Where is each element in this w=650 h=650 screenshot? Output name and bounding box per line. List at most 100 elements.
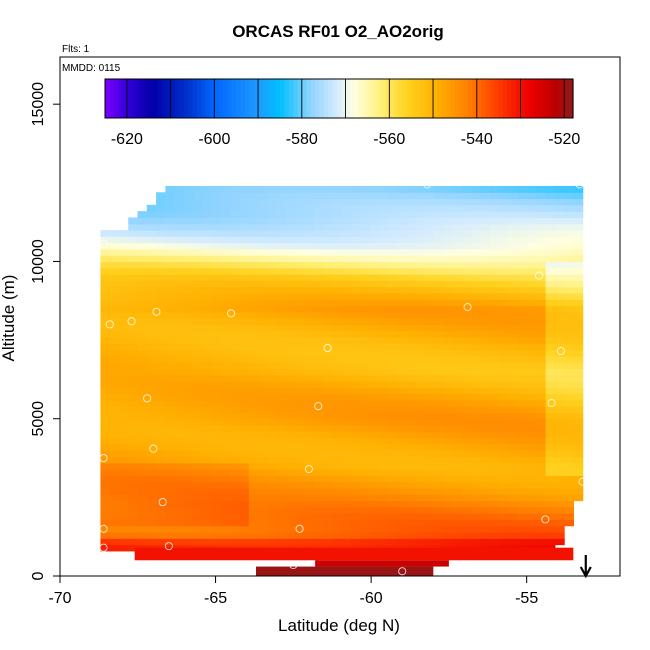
heatmap-cell <box>443 318 454 325</box>
heatmap-cell <box>332 267 343 275</box>
heatmap-cell <box>174 481 185 489</box>
heatmap-cell <box>211 374 222 382</box>
heatmap-cell <box>517 450 528 458</box>
heatmap-cell <box>230 286 241 294</box>
heatmap-cell <box>146 412 157 420</box>
heatmap-cell <box>128 374 139 382</box>
heatmap-cell <box>109 450 120 458</box>
heatmap-cell <box>517 267 528 275</box>
heatmap-cell <box>267 274 278 281</box>
heatmap-cell <box>564 274 574 281</box>
heatmap-cell <box>434 412 445 420</box>
heatmap-cell <box>425 374 435 382</box>
heatmap-cell <box>517 292 528 300</box>
heatmap-cell <box>341 462 352 470</box>
heatmap-cell <box>406 255 417 263</box>
heatmap-cell <box>378 230 389 237</box>
heatmap-cell <box>415 431 426 439</box>
heatmap-cell <box>452 487 463 495</box>
heatmap-cell <box>489 456 500 464</box>
heatmap-cell <box>471 443 482 451</box>
heatmap-cell <box>267 399 278 407</box>
heatmap-cell <box>387 198 398 206</box>
heatmap-cell <box>100 299 111 307</box>
heatmap-cell <box>406 286 417 294</box>
heatmap-cell <box>415 487 426 495</box>
heatmap-cell <box>183 450 194 458</box>
heatmap-cell <box>258 280 268 288</box>
heatmap-cell <box>341 292 352 300</box>
heatmap-cell <box>267 217 278 225</box>
heatmap-cell <box>517 204 528 212</box>
heatmap-cell <box>100 336 111 344</box>
heatmap-cell <box>285 519 296 527</box>
heatmap-cell <box>443 349 454 357</box>
heatmap-cell <box>387 425 398 432</box>
heatmap-cell <box>369 267 380 275</box>
heatmap-cell <box>313 280 324 288</box>
heatmap-cell <box>202 230 213 237</box>
flight-point <box>149 444 158 453</box>
heatmap-cell <box>443 211 454 219</box>
heatmap-cell <box>258 425 268 432</box>
heatmap-cell <box>471 399 482 407</box>
heatmap-cell <box>258 236 268 244</box>
heatmap-cell <box>165 292 176 300</box>
heatmap-cell <box>156 393 166 401</box>
heatmap-cell <box>146 330 157 338</box>
heatmap-cell <box>508 519 519 527</box>
heatmap-cell <box>415 362 426 369</box>
heatmap-cell <box>323 443 333 451</box>
heatmap-cell <box>267 437 278 445</box>
heatmap-cell <box>165 431 176 439</box>
heatmap-cell <box>109 255 120 263</box>
heatmap-cell <box>517 387 528 395</box>
heatmap-cell <box>378 217 389 225</box>
colorbar-segment <box>441 79 447 118</box>
heatmap-cell <box>471 462 482 470</box>
heatmap-cell <box>489 519 500 527</box>
heatmap-cell <box>545 255 556 263</box>
heatmap-cell <box>183 185 194 193</box>
colorbar-segment <box>489 79 495 118</box>
heatmap-cell <box>452 198 463 206</box>
heatmap-cell <box>221 387 231 395</box>
heatmap-cell <box>434 336 445 344</box>
heatmap-cell <box>295 412 306 420</box>
heatmap-cell <box>165 274 176 281</box>
heatmap-cell <box>118 487 129 495</box>
heatmap-cell <box>295 355 306 363</box>
heatmap-cell <box>536 305 547 313</box>
heatmap-cell <box>295 538 306 546</box>
heatmap-cell <box>415 412 426 420</box>
colorbar-segment <box>529 79 535 118</box>
heatmap-cell <box>489 336 500 344</box>
heatmap-cell <box>397 349 408 357</box>
heatmap-cell <box>489 387 500 395</box>
heatmap-cell <box>165 494 176 502</box>
heatmap-cell <box>313 343 324 351</box>
heatmap-cell <box>369 469 380 476</box>
heatmap-cell <box>369 531 380 539</box>
heatmap-cell <box>109 418 120 426</box>
heatmap-cell <box>109 261 120 269</box>
heatmap-cell <box>276 481 287 489</box>
heatmap-cell <box>341 475 352 483</box>
heatmap-cell <box>323 349 333 357</box>
heatmap-cell <box>295 242 306 250</box>
heatmap-cell <box>295 230 306 237</box>
heatmap-cell <box>378 305 389 313</box>
heatmap-cell <box>378 437 389 445</box>
heatmap-cell <box>489 475 500 483</box>
heatmap-cell <box>258 223 268 231</box>
heatmap-cell <box>258 513 268 520</box>
heatmap-cell <box>285 418 296 426</box>
heatmap-cell <box>443 255 454 263</box>
heatmap-cell <box>415 475 426 483</box>
heatmap-cell <box>332 368 343 376</box>
flight-point <box>143 394 152 403</box>
heatmap-cell <box>443 525 454 533</box>
heatmap-cell <box>387 437 398 445</box>
heatmap-cell <box>341 267 352 275</box>
heatmap-cell <box>406 538 417 546</box>
